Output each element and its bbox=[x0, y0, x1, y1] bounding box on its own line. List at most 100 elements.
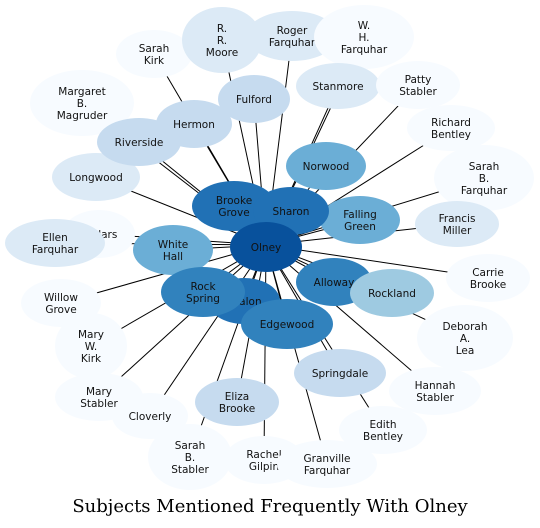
node-label-line: Grove bbox=[218, 207, 249, 219]
node-riverside: Riverside bbox=[97, 118, 181, 166]
node-label-line: Miller bbox=[443, 225, 472, 237]
node-label-line: Mary bbox=[86, 386, 112, 398]
node-label-line: Deborah bbox=[442, 321, 487, 333]
node-label-wh-farquhar: W. H. Farquhar bbox=[341, 20, 388, 56]
node-shape-sarah-kirk bbox=[116, 30, 192, 78]
node-shape-richard-bentley bbox=[407, 105, 495, 151]
node-label-sarah-kirk: Sarah Kirk bbox=[139, 43, 170, 67]
node-label-carrie-brooke: Carrie Brooke bbox=[470, 267, 506, 291]
node-label-line: Stabler bbox=[171, 464, 209, 476]
node-label-hannah-stabler: Hannah Stabler bbox=[415, 380, 456, 404]
node-shape-edith-bentley bbox=[339, 406, 427, 454]
node-label-line: Riverside bbox=[115, 137, 164, 149]
node-shape-granville-farquhar bbox=[277, 440, 377, 488]
node-label-roger-farquhar: Roger Farquhar bbox=[269, 25, 316, 49]
node-label-rr-moore: R. R. Moore bbox=[206, 23, 238, 59]
node-label-line: Norwood bbox=[303, 161, 350, 173]
node-stanmore: Stanmore bbox=[296, 63, 380, 109]
edge-cloverly bbox=[149, 244, 267, 417]
node-patty-stabler: Patty Stabler bbox=[376, 61, 460, 109]
node-shape-rock-spring bbox=[161, 267, 245, 317]
node-label-white-hall: White Hall bbox=[158, 239, 189, 263]
node-hannah-stabler: Hannah Stabler bbox=[389, 367, 481, 415]
node-shape-white-hall bbox=[133, 225, 213, 275]
node-shape-stanmore bbox=[296, 63, 380, 109]
node-label-eliza-brooke: Eliza Brooke bbox=[219, 391, 255, 415]
node-label-line: Falling bbox=[343, 209, 377, 221]
node-label-olney: Olney bbox=[251, 242, 282, 254]
node-label-falling-green: Falling Green bbox=[343, 209, 377, 233]
node-label-deborah-lea: Deborah A. Lea bbox=[442, 321, 487, 357]
node-label-mary-stabler: Mary Stabler bbox=[80, 386, 118, 410]
node-label-line: Rockland bbox=[368, 288, 416, 300]
node-granville-farquhar: Granville Farquhar bbox=[277, 440, 377, 488]
node-label-line: Rachel bbox=[246, 449, 281, 461]
node-label-willow-grove: Willow Grove bbox=[44, 292, 78, 316]
node-label-line: W. bbox=[85, 341, 98, 353]
node-label-edith-bentley: Edith Bentley bbox=[363, 419, 403, 443]
node-shape-wh-farquhar bbox=[314, 5, 414, 69]
node-label-ellen-farquhar: Ellen Farquhar bbox=[32, 232, 79, 256]
node-label-riverside: Riverside bbox=[115, 137, 164, 149]
node-label-line: W. bbox=[358, 20, 371, 32]
node-label-line: Moore bbox=[206, 47, 238, 59]
node-ellen-farquhar: Ellen Farquhar bbox=[5, 219, 105, 267]
node-shape-longwood bbox=[52, 153, 140, 201]
node-label-granville-farquhar: Granville Farquhar bbox=[304, 453, 351, 477]
node-edith-bentley: Edith Bentley bbox=[339, 406, 427, 454]
node-label-line: Hall bbox=[163, 251, 183, 263]
node-cloverly: Cloverly bbox=[112, 393, 188, 439]
node-shape-francis-miller bbox=[415, 201, 499, 247]
node-label-line: Sarah bbox=[469, 161, 500, 173]
node-rockland: Rockland bbox=[350, 269, 434, 317]
node-label-line: Kirk bbox=[144, 55, 165, 67]
node-norwood: Norwood bbox=[286, 142, 366, 190]
node-shape-fulford bbox=[218, 75, 290, 123]
node-deborah-lea: Deborah A. Lea bbox=[417, 305, 513, 371]
node-label-line: Richard bbox=[431, 117, 471, 129]
node-label-line: Edith bbox=[370, 419, 397, 431]
node-label-line: Kirk bbox=[81, 353, 102, 365]
node-label-line: Brooke bbox=[219, 403, 255, 415]
node-label-hermon: Hermon bbox=[173, 119, 215, 131]
node-white-hall: White Hall bbox=[133, 225, 213, 275]
node-label-patty-stabler: Patty Stabler bbox=[399, 74, 437, 98]
node-label-line: Spring bbox=[186, 293, 220, 305]
node-label-line: Farquhar bbox=[269, 37, 316, 49]
node-shape-eliza-brooke bbox=[195, 378, 279, 426]
node-label-line: Edgewood bbox=[260, 319, 315, 331]
node-label-line: Rock bbox=[190, 281, 216, 293]
node-mary-w-kirk: Mary W. Kirk bbox=[55, 313, 127, 379]
node-label-margaret-magruder: Margaret B. Magruder bbox=[57, 86, 108, 122]
node-label-line: Sarah bbox=[175, 440, 206, 452]
node-label-rockland: Rockland bbox=[368, 288, 416, 300]
node-label-line: Stanmore bbox=[312, 81, 363, 93]
node-label-line: Farquhar bbox=[304, 465, 351, 477]
node-shape-hannah-stabler bbox=[389, 367, 481, 415]
node-shape-carrie-brooke bbox=[446, 254, 530, 302]
diagram-title: Subjects Mentioned Frequently With Olney bbox=[72, 496, 468, 517]
node-shape-roger-farquhar bbox=[246, 11, 338, 61]
node-label-line: Sharon bbox=[273, 206, 310, 218]
node-label-line: Mary bbox=[78, 329, 104, 341]
node-label-line: R. bbox=[217, 35, 227, 47]
node-fulford: Fulford bbox=[218, 75, 290, 123]
node-label-brooke-grove: Brooke Grove bbox=[216, 195, 252, 219]
node-roger-farquhar: Roger Farquhar bbox=[246, 11, 338, 61]
node-label-line: Alloway bbox=[314, 277, 355, 289]
node-label-springdale: Springdale bbox=[312, 368, 368, 380]
node-label-line: Hannah bbox=[415, 380, 456, 392]
node-label-stanmore: Stanmore bbox=[312, 81, 363, 93]
node-label-line: Farquhar bbox=[461, 185, 508, 197]
node-falling-green: Falling Green bbox=[320, 196, 400, 244]
node-label-line: Willow bbox=[44, 292, 78, 304]
node-shape-margaret-magruder bbox=[30, 70, 134, 136]
node-label-line: Francis bbox=[439, 213, 476, 225]
node-label-rock-spring: Rock Spring bbox=[186, 281, 220, 305]
node-rock-spring: Rock Spring bbox=[161, 267, 245, 317]
node-sarah-kirk: Sarah Kirk bbox=[116, 30, 192, 78]
node-sarah-b-stabler: Sarah B. Stabler bbox=[148, 424, 232, 490]
node-label-cloverly: Cloverly bbox=[129, 411, 172, 423]
